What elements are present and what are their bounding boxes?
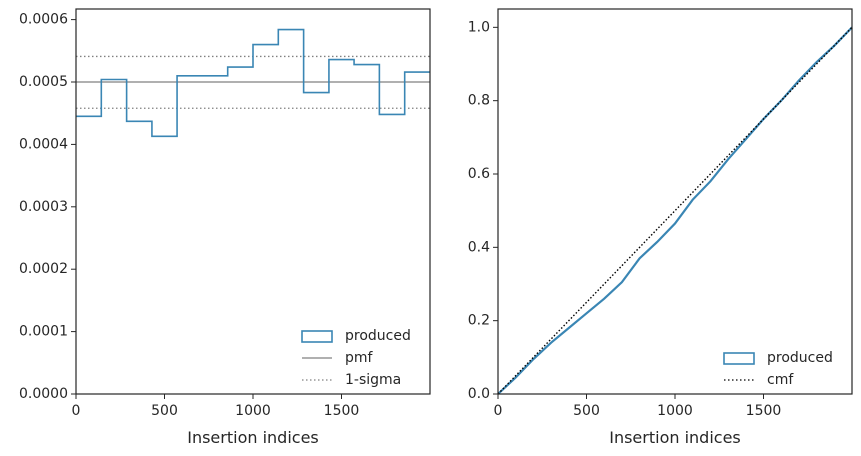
x-tick-label: 500 bbox=[573, 403, 600, 419]
x-tick-label: 1500 bbox=[746, 403, 782, 419]
produced-series-line bbox=[497, 26, 853, 395]
x-tick-label: 1500 bbox=[324, 403, 360, 419]
y-tick-label: 0.2 bbox=[468, 313, 490, 329]
y-tick-label: 0.0003 bbox=[19, 199, 68, 215]
legend-label: pmf bbox=[345, 350, 374, 366]
y-tick-label: 1.0 bbox=[468, 19, 490, 35]
y-tick-label: 0.0006 bbox=[19, 12, 68, 28]
x-tick-label: 1000 bbox=[235, 403, 271, 419]
plot-frame bbox=[497, 8, 853, 395]
legend-label: produced bbox=[345, 328, 411, 344]
y-tick-label: 0.0004 bbox=[19, 136, 68, 152]
x-tick-label: 1000 bbox=[657, 403, 693, 419]
y-tick-label: 0.6 bbox=[468, 166, 490, 182]
x-tick-label: 500 bbox=[151, 403, 178, 419]
cmf-line bbox=[497, 26, 853, 395]
produced-histogram-step bbox=[76, 28, 430, 138]
legend-label: 1-sigma bbox=[345, 372, 401, 388]
y-tick-label: 0.4 bbox=[468, 239, 490, 255]
left-chart-panel: 0 500 1000 1500 0.0000 0.0001 0.0002 0.0003 0.00… bbox=[19, 8, 431, 447]
y-tick-label: 0.0002 bbox=[19, 261, 68, 277]
y-tick-label: 0.0005 bbox=[19, 74, 68, 90]
legend-label: cmf bbox=[767, 372, 794, 388]
x-tick-label: 0 bbox=[72, 403, 81, 419]
x-axis-title: Insertion indices bbox=[187, 428, 319, 447]
y-tick-label: 0.0001 bbox=[19, 324, 68, 340]
legend-swatch-produced bbox=[723, 352, 755, 365]
x-axis-title: Insertion indices bbox=[609, 428, 741, 447]
legend-swatch-produced bbox=[301, 330, 333, 343]
y-tick-label: 0.8 bbox=[468, 93, 490, 109]
x-tick-label: 0 bbox=[494, 403, 503, 419]
right-chart-panel: 0 500 1000 1500 0.0 0.2 0.4 0.6 0.8 1.0 Insertion … bbox=[468, 8, 853, 447]
y-tick-label: 0.0 bbox=[468, 386, 490, 402]
y-tick-label: 0.0000 bbox=[19, 386, 68, 402]
legend-label: produced bbox=[767, 350, 833, 366]
